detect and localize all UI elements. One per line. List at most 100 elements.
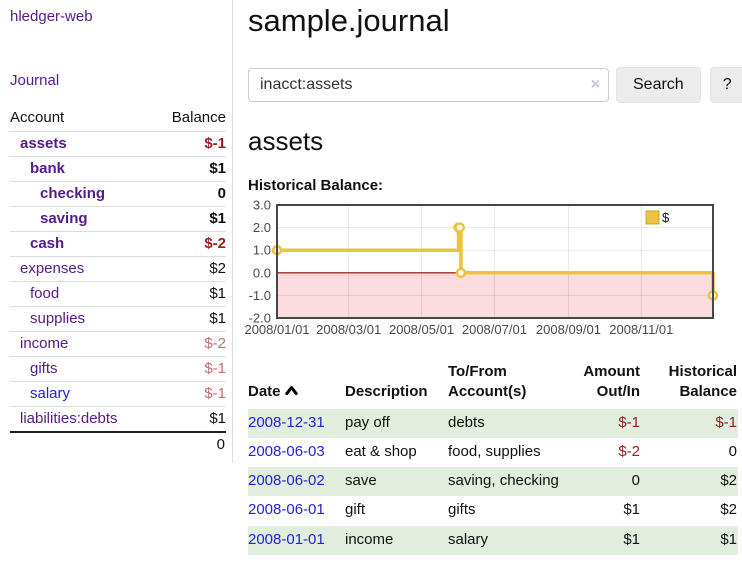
transaction-balance: $2 [720,472,737,489]
account-balance: $-2 [204,335,226,352]
register-header-row: Date Description To/From Account(s) Amou… [248,360,738,409]
transaction-date-link[interactable]: 2008-01-01 [248,530,325,548]
transaction-description: eat & shop [345,442,417,460]
account-balance: $1 [209,160,226,177]
svg-text:-1.0: -1.0 [249,288,271,303]
account-balance: $1 [209,310,226,327]
register-row: 2008-06-02 save saving, checking 0 $2 [248,467,738,497]
account-link-cash[interactable]: cash [30,235,65,252]
transaction-balance: 0 [728,442,737,460]
account-link-bank[interactable]: bank [30,160,66,177]
svg-text:-2.0: -2.0 [249,311,271,326]
register-row: 2008-06-03 eat & shop food, supplies $-2… [248,438,738,467]
search-button[interactable]: Search [616,67,701,103]
transaction-date-link[interactable]: 2008-06-01 [248,501,325,519]
account-row: checking 0 [10,181,226,207]
register-header-accounts: To/From Account(s) [448,363,527,401]
account-row: liabilities:debts $1 [10,406,226,432]
transaction-amount: $-2 [618,442,640,460]
transaction-balance: $1 [720,530,737,548]
account-row: bank $1 [10,156,226,182]
accounts-total-row: 0 [10,431,226,457]
register-header-description: Description [345,383,428,401]
transaction-description: save [345,467,448,497]
svg-text:2.0: 2.0 [253,220,271,235]
sort-ascending-icon [284,382,298,402]
accounts-table-header-row: Account Balance [10,105,226,132]
svg-text:2008/09/01: 2008/09/01 [536,322,601,337]
account-link-supplies[interactable]: supplies [30,310,86,327]
transaction-accounts: debts [448,408,568,438]
account-link-checking[interactable]: checking [40,185,106,202]
register-header-date-label: Date [248,383,281,401]
transaction-balance: $-1 [715,413,737,431]
svg-text:0.0: 0.0 [253,265,271,280]
transaction-accounts: salary [448,525,568,555]
register-row: 2008-12-31 pay off debts $-1 $-1 [248,408,738,438]
account-link-saving[interactable]: saving [40,210,88,227]
svg-text:$: $ [662,210,670,225]
account-row: supplies $1 [10,306,226,332]
transaction-amount: 0 [631,472,640,489]
historical-balance-chart: $3.0 2.0 1.0 0.0 -1.0 -2.0 2008/01/01 2008/03/0… [244,198,742,341]
accounts-table: Account Balance assets $-1 bank $1 check… [10,105,226,457]
transaction-amount: $1 [623,501,640,519]
account-balance: $-1 [204,385,226,402]
accounts-header-balance: Balance [171,109,226,126]
account-link-food[interactable]: food [30,285,60,302]
transaction-description: pay off [345,408,448,438]
transaction-accounts: food, supplies [448,442,541,460]
transaction-balance: $2 [720,501,737,519]
account-row: expenses $2 [10,256,226,282]
main-content: sample.journal × Search ? assets Histori… [233,0,742,582]
help-button[interactable]: ? [709,67,742,103]
account-link-assets[interactable]: assets [20,135,67,152]
svg-text:2008/05/01: 2008/05/01 [389,322,454,337]
transaction-date-link[interactable]: 2008-06-03 [248,442,325,460]
account-row: gifts $-1 [10,356,226,382]
sidebar: hledger-web Journal Account Balance asse… [0,0,233,463]
register-row: 2008-06-01 gift gifts $1 $2 [248,496,738,525]
account-link-expenses[interactable]: expenses [20,260,85,277]
account-heading: assets [248,126,324,156]
account-row: cash $-2 [10,231,226,257]
register-header-date[interactable]: Date [248,360,345,409]
svg-text:2008/11/01: 2008/11/01 [609,322,673,337]
svg-text:2008/01/01: 2008/01/01 [244,322,309,337]
svg-text:2008/07/01: 2008/07/01 [462,322,527,337]
account-link-liabilities-debts[interactable]: liabilities:debts [20,410,118,427]
account-balance: $-1 [204,135,226,152]
account-row: food $1 [10,281,226,307]
transaction-description: gift [345,501,366,519]
search-form: × Search ? [248,67,742,103]
transaction-date-link[interactable]: 2008-12-31 [248,413,325,431]
transaction-amount: $1 [623,530,640,548]
register-table: Date Description To/From Account(s) Amou… [248,360,738,555]
account-row: salary $-1 [10,381,226,407]
account-balance: $-2 [204,235,226,252]
account-row: assets $-1 [10,131,226,157]
accounts-total-value: 0 [216,436,225,453]
account-link-income[interactable]: income [20,335,69,352]
svg-text:1.0: 1.0 [253,243,271,258]
account-row: income $-2 [10,331,226,357]
transaction-date-link[interactable]: 2008-06-02 [248,472,325,489]
search-input[interactable] [248,68,609,102]
brand-link[interactable]: hledger-web [10,8,93,25]
register-header-balance: Historical Balance [668,363,737,401]
clear-search-icon[interactable]: × [590,76,600,93]
account-balance: $1 [209,285,226,302]
account-balance: 0 [217,185,226,202]
transaction-amount: $-1 [618,413,640,431]
transaction-description: income [345,525,448,555]
account-link-salary[interactable]: salary [30,385,71,402]
account-row: saving $1 [10,206,226,232]
register-header-amount: Amount Out/In [583,363,640,401]
account-balance: $1 [209,210,226,227]
account-link-gifts[interactable]: gifts [30,360,58,377]
account-balance: $2 [209,260,226,277]
page-title: sample.journal [248,3,450,38]
sidebar-item-journal[interactable]: Journal [10,72,60,89]
transaction-accounts: gifts [448,501,476,519]
register-row: 2008-01-01 income salary $1 $1 [248,525,738,555]
